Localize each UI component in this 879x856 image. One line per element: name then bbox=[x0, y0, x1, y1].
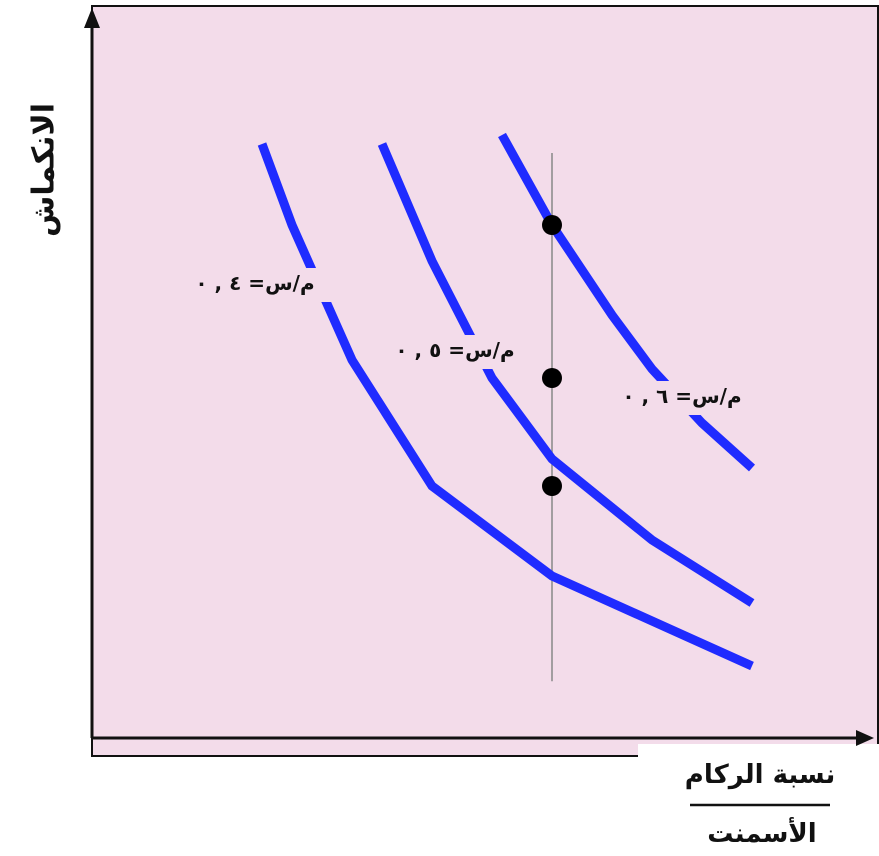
axis-corner-patch bbox=[638, 744, 879, 856]
series-label-background bbox=[370, 335, 540, 369]
x-axis-label-denominator: الأسمنت bbox=[707, 817, 816, 849]
series-line-3 bbox=[498, 132, 756, 472]
data-point-1 bbox=[542, 215, 562, 235]
series-label-background bbox=[175, 268, 335, 302]
data-point-2 bbox=[542, 368, 562, 388]
series-label-1: م/س= ٤ , ٠ bbox=[195, 271, 314, 295]
x-axis-label-numerator: نسبة الركام bbox=[685, 760, 835, 790]
series-label-background bbox=[597, 381, 767, 415]
x-axis-arrow-icon bbox=[856, 730, 874, 746]
series-label-2: م/س= ٥ , ٠ bbox=[395, 338, 514, 362]
series-label-3: م/س= ٦ , ٠ bbox=[622, 384, 741, 408]
series-line-2 bbox=[377, 142, 755, 607]
y-axis-label: الانكماش bbox=[27, 103, 62, 237]
data-point-3 bbox=[542, 476, 562, 496]
series-line-1 bbox=[257, 142, 754, 671]
y-axis-arrow-icon bbox=[84, 8, 100, 28]
